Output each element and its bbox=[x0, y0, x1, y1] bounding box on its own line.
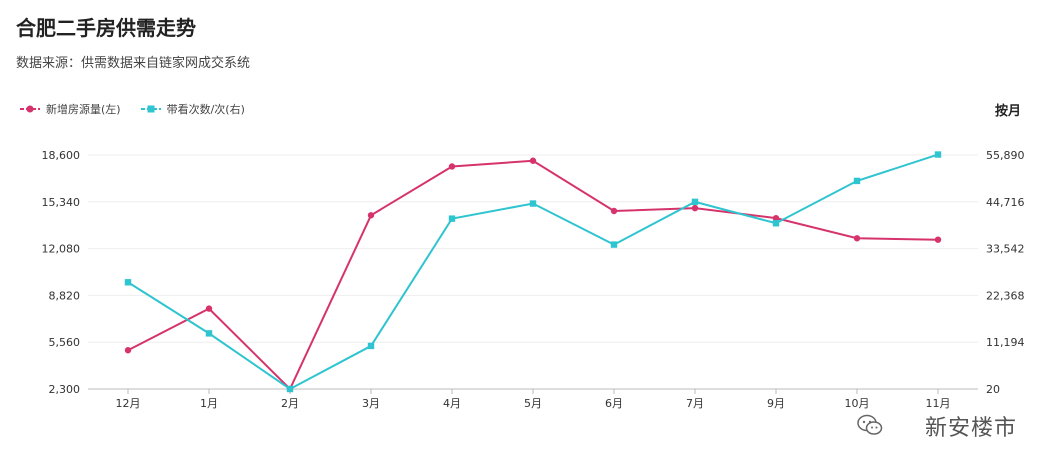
x-tick-label: 2月 bbox=[281, 397, 299, 410]
x-tick-label: 4月 bbox=[443, 397, 461, 410]
watermark-text: 新安楼市 bbox=[924, 416, 1017, 441]
y-right-tick-label: 33,542 bbox=[986, 243, 1025, 256]
data-point-right bbox=[772, 220, 780, 227]
y-left-tick-label: 12,080 bbox=[42, 243, 81, 256]
data-point-right bbox=[367, 342, 375, 350]
wechat-icon bbox=[857, 414, 883, 435]
series-line-right bbox=[127, 153, 939, 391]
x-tick-label: 9月 bbox=[767, 397, 785, 410]
data-point-left bbox=[205, 305, 213, 312]
data-point-left bbox=[529, 157, 537, 164]
y-right-tick-label: 20 bbox=[986, 383, 1000, 396]
legend-item-left[interactable]: 新增房源量(左) bbox=[20, 101, 121, 117]
y-right-tick-label: 11,194 bbox=[986, 336, 1025, 349]
data-point-left bbox=[934, 236, 942, 243]
x-tick-label: 1月 bbox=[200, 397, 218, 410]
period-label: 按月 bbox=[994, 104, 1021, 119]
data-point-left bbox=[610, 207, 618, 215]
data-point-right bbox=[124, 279, 132, 286]
legend-marker-left bbox=[20, 105, 40, 113]
y-left-tick-label: 8,820 bbox=[49, 289, 81, 302]
x-tick-label: 12月 bbox=[116, 397, 141, 410]
y-right-tick-label: 44,716 bbox=[986, 196, 1025, 209]
x-tick-label: 10月 bbox=[845, 397, 870, 410]
data-point-right bbox=[448, 215, 456, 222]
data-point-left bbox=[367, 212, 375, 219]
chart-subtitle: 数据来源：供需数据来自链家网成交系统 bbox=[16, 56, 251, 71]
data-point-right bbox=[853, 177, 861, 185]
legend-marker-right bbox=[140, 105, 161, 113]
data-point-right bbox=[205, 330, 213, 337]
chart-title: 合肥二手房供需走势 bbox=[16, 16, 196, 40]
data-point-right bbox=[934, 151, 942, 158]
legend-label-left: 新增房源量(左) bbox=[46, 103, 121, 116]
series-line-left bbox=[127, 159, 939, 391]
y-left-tick-label: 18,600 bbox=[42, 149, 81, 162]
x-tick-label: 11月 bbox=[926, 397, 951, 410]
y-right-tick-label: 22,368 bbox=[986, 289, 1025, 302]
y-left-tick-label: 5,560 bbox=[49, 336, 81, 349]
legend-label-right: 带看次数/次(右) bbox=[166, 103, 245, 116]
data-point-left bbox=[772, 214, 780, 222]
x-tick-label: 6月 bbox=[605, 397, 623, 410]
data-point-right bbox=[286, 385, 294, 393]
x-tick-label: 3月 bbox=[362, 397, 380, 410]
y-right-tick-label: 55,890 bbox=[986, 149, 1025, 162]
data-point-left bbox=[448, 163, 456, 170]
data-point-right bbox=[610, 241, 618, 248]
data-point-right bbox=[529, 200, 537, 207]
y-left-tick-label: 2,300 bbox=[49, 383, 81, 396]
data-point-left bbox=[853, 235, 861, 242]
legend-item-right[interactable]: 带看次数/次(右) bbox=[140, 101, 245, 117]
data-point-right bbox=[691, 198, 699, 206]
x-tick-label: 7月 bbox=[686, 397, 704, 410]
y-left-tick-label: 15,340 bbox=[42, 196, 81, 209]
data-point-left bbox=[691, 204, 699, 212]
chart-legend: 新增房源量(左) 带看次数/次(右) bbox=[20, 101, 245, 117]
data-point-left bbox=[124, 347, 132, 354]
x-tick-label: 5月 bbox=[524, 397, 542, 410]
